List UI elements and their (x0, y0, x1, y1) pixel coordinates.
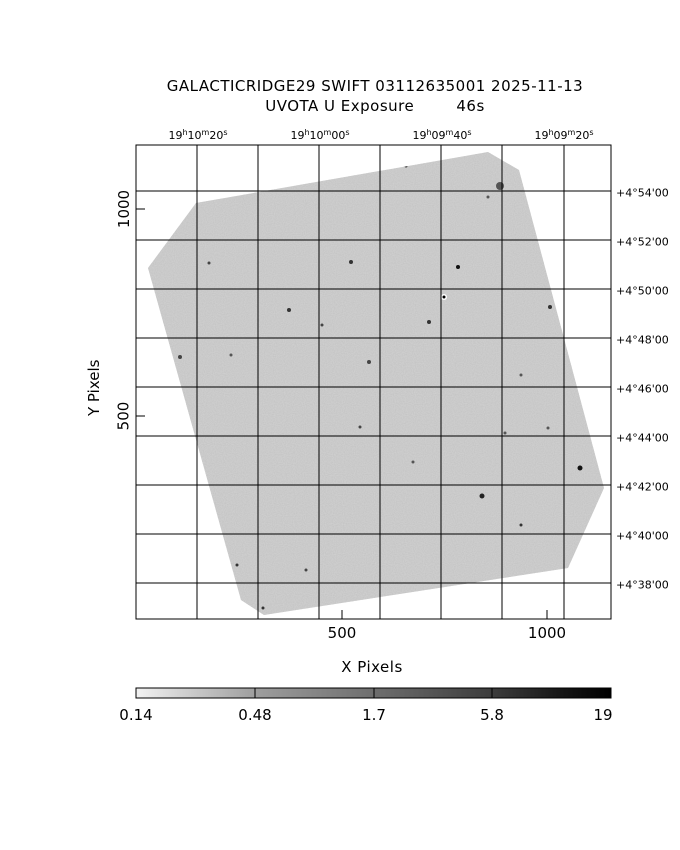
source-point (427, 320, 431, 324)
colorbar-tick-label: 1.7 (362, 706, 386, 724)
source-point (367, 360, 371, 364)
source-point (443, 296, 446, 299)
ra-tick-label: 19h10m00s (290, 128, 349, 142)
x-tick-label: 1000 (528, 624, 566, 642)
source-point (412, 461, 415, 464)
ra-tick-label: 19h09m40s (412, 128, 471, 142)
x-axis-label: X Pixels (341, 658, 403, 676)
source-point (359, 426, 362, 429)
source-point (548, 305, 552, 309)
dec-tick-label: +4°54'00 (616, 187, 669, 200)
source-point (349, 260, 353, 264)
dec-tick-label: +4°48'00 (616, 334, 669, 347)
source-point (305, 569, 308, 572)
source-point (208, 262, 211, 265)
source-point (262, 607, 265, 610)
colorbar-tick-label: 5.8 (480, 706, 504, 724)
source-point (520, 374, 523, 377)
y-axis-label: Y Pixels (85, 360, 103, 416)
colorbar-tick-label: 19 (593, 706, 612, 724)
y-tick-label: 1000 (115, 190, 133, 228)
colorbar-tick-label: 0.14 (119, 706, 152, 724)
dec-tick-label: +4°46'00 (616, 383, 669, 396)
source-point (504, 432, 507, 435)
colorbar-tick-label: 0.48 (238, 706, 271, 724)
dec-tick-label: +4°38'00 (616, 579, 669, 592)
ra-tick-label: 19h09m20s (534, 128, 593, 142)
y-tick-label: 500 (114, 402, 132, 431)
source-point (480, 494, 485, 499)
colorbar (136, 688, 611, 698)
dec-tick-label: +4°40'00 (616, 530, 669, 543)
ra-tick-label: 19h10m20s (168, 128, 227, 142)
source-point (405, 165, 408, 168)
source-point (547, 427, 550, 430)
source-point (321, 324, 324, 327)
dec-tick-label: +4°44'00 (616, 432, 669, 445)
source-point (487, 196, 490, 199)
x-tick-label: 500 (328, 624, 357, 642)
source-point (545, 261, 548, 264)
source-point (236, 564, 239, 567)
source-point (578, 466, 583, 471)
dec-tick-label: +4°42'00 (616, 481, 669, 494)
source-point (211, 543, 214, 546)
exposure-field (130, 140, 620, 630)
source-point (496, 182, 504, 190)
source-point (456, 265, 460, 269)
source-point (230, 354, 233, 357)
dec-tick-label: +4°52'00 (616, 236, 669, 249)
source-point (178, 355, 182, 359)
source-point (287, 308, 291, 312)
dec-tick-label: +4°50'00 (616, 285, 669, 298)
source-point (520, 524, 523, 527)
